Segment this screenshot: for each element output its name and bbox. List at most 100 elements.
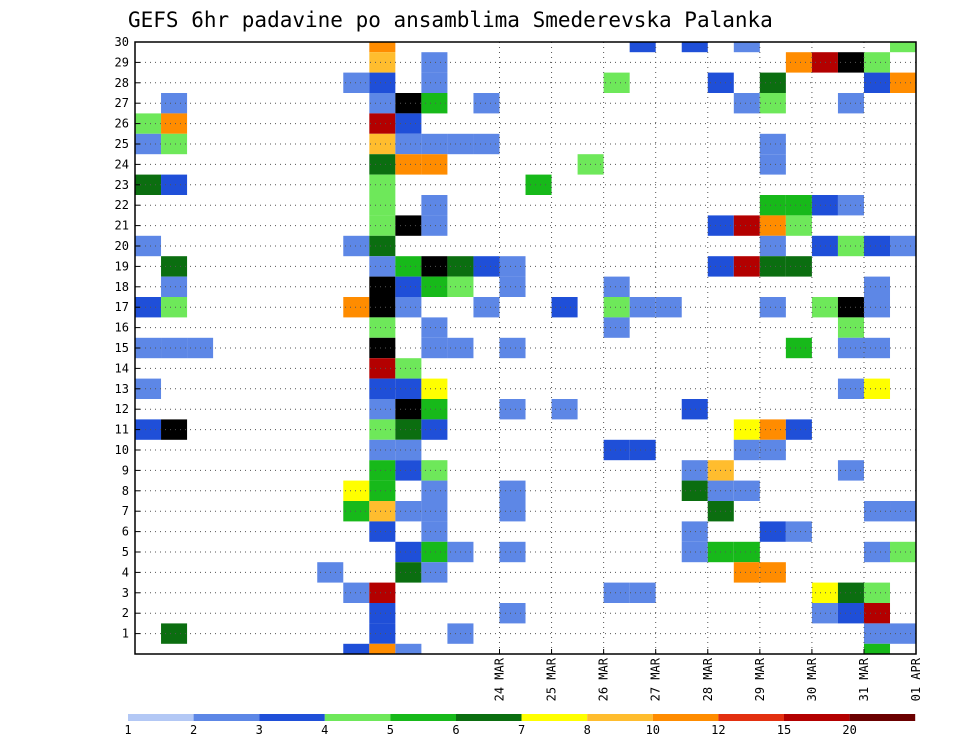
data-cell (733, 215, 760, 236)
data-cell (421, 195, 448, 216)
y-tick-label: 4 (122, 565, 129, 579)
data-cell (421, 562, 448, 583)
data-cell (863, 501, 891, 522)
data-cell (135, 297, 162, 318)
colorbar-label: 2 (190, 723, 197, 737)
chart-title: GEFS 6hr padavine po ansamblima Smederev… (128, 8, 773, 32)
data-cell (161, 419, 188, 440)
y-tick-label: 5 (122, 545, 129, 559)
data-cell (785, 337, 812, 359)
data-cell (473, 297, 500, 318)
data-cell (421, 276, 448, 297)
colorbar-label: 20 (842, 723, 856, 737)
data-cell (863, 297, 891, 318)
data-cell (161, 337, 188, 359)
colorbar-segment (587, 714, 653, 721)
data-cell (863, 378, 891, 399)
data-cell (369, 643, 396, 654)
data-cell (681, 480, 708, 501)
data-cell (369, 256, 396, 277)
data-cell (603, 317, 630, 338)
data-cell (369, 215, 396, 236)
data-cell (395, 419, 422, 440)
data-cell (499, 480, 526, 501)
colorbar-label: 3 (256, 723, 263, 737)
colorbar-label: 7 (518, 723, 525, 737)
data-cell (135, 235, 162, 257)
data-cell (811, 582, 838, 603)
data-cell (395, 358, 422, 379)
cell-layer (135, 42, 916, 654)
data-cell (499, 276, 526, 297)
colorbar-label: 1 (124, 723, 131, 737)
y-tick-label: 18 (115, 280, 129, 294)
y-tick-label: 28 (115, 76, 129, 90)
data-cell (629, 582, 656, 603)
data-cell (603, 297, 630, 318)
x-tick-label: 28 MAR (701, 657, 715, 701)
data-cell (369, 521, 396, 542)
data-cell (369, 603, 396, 624)
data-cell (890, 541, 916, 563)
data-cell (759, 215, 786, 236)
data-cell (759, 419, 786, 440)
data-cell (369, 501, 396, 522)
data-cell (369, 276, 396, 297)
data-cell (890, 623, 916, 644)
data-cell (811, 195, 838, 216)
colorbar-segment (390, 714, 456, 721)
data-cell (369, 582, 396, 603)
colorbar-label: 5 (387, 723, 394, 737)
data-cell (135, 419, 162, 440)
y-tick-label: 23 (115, 178, 129, 192)
data-cell (551, 297, 578, 318)
data-cell (499, 256, 526, 277)
data-cell (395, 439, 422, 461)
data-cell (603, 276, 630, 297)
data-cell (759, 562, 786, 583)
data-cell (161, 297, 188, 318)
data-cell (759, 256, 786, 277)
data-cell (629, 297, 656, 318)
data-cell (421, 399, 448, 420)
data-cell (135, 133, 162, 155)
data-cell (473, 133, 500, 155)
data-cell (681, 541, 708, 563)
data-cell (421, 317, 448, 338)
data-cell (733, 541, 760, 563)
data-cell (603, 439, 630, 461)
data-cell (135, 174, 162, 195)
data-cell (863, 623, 891, 644)
data-cell (421, 460, 448, 481)
colorbar-segment (849, 714, 916, 721)
data-cell (369, 42, 396, 53)
y-tick-label: 13 (115, 382, 129, 396)
data-cell (369, 358, 396, 379)
data-cell (369, 72, 396, 93)
colorbar-segment (324, 714, 391, 721)
data-cell (369, 113, 396, 134)
data-cell (369, 195, 396, 216)
data-cell (421, 215, 448, 236)
data-cell (161, 256, 188, 277)
data-cell (161, 623, 188, 644)
data-cell (369, 460, 396, 481)
y-tick-label: 12 (115, 402, 129, 416)
colorbar-segment (784, 714, 850, 721)
data-cell (499, 603, 526, 624)
data-cell (759, 297, 786, 318)
data-cell (890, 235, 916, 257)
data-cell (499, 501, 526, 522)
y-tick-label: 8 (122, 484, 129, 498)
y-tick-label: 7 (122, 504, 129, 518)
data-cell (343, 235, 370, 257)
data-cell (369, 52, 396, 73)
colorbar-label: 15 (777, 723, 791, 737)
data-cell (759, 439, 786, 461)
y-tick-label: 9 (122, 463, 129, 477)
data-cell (421, 72, 448, 93)
data-cell (785, 419, 812, 440)
data-cell (863, 643, 891, 654)
data-cell (369, 419, 396, 440)
